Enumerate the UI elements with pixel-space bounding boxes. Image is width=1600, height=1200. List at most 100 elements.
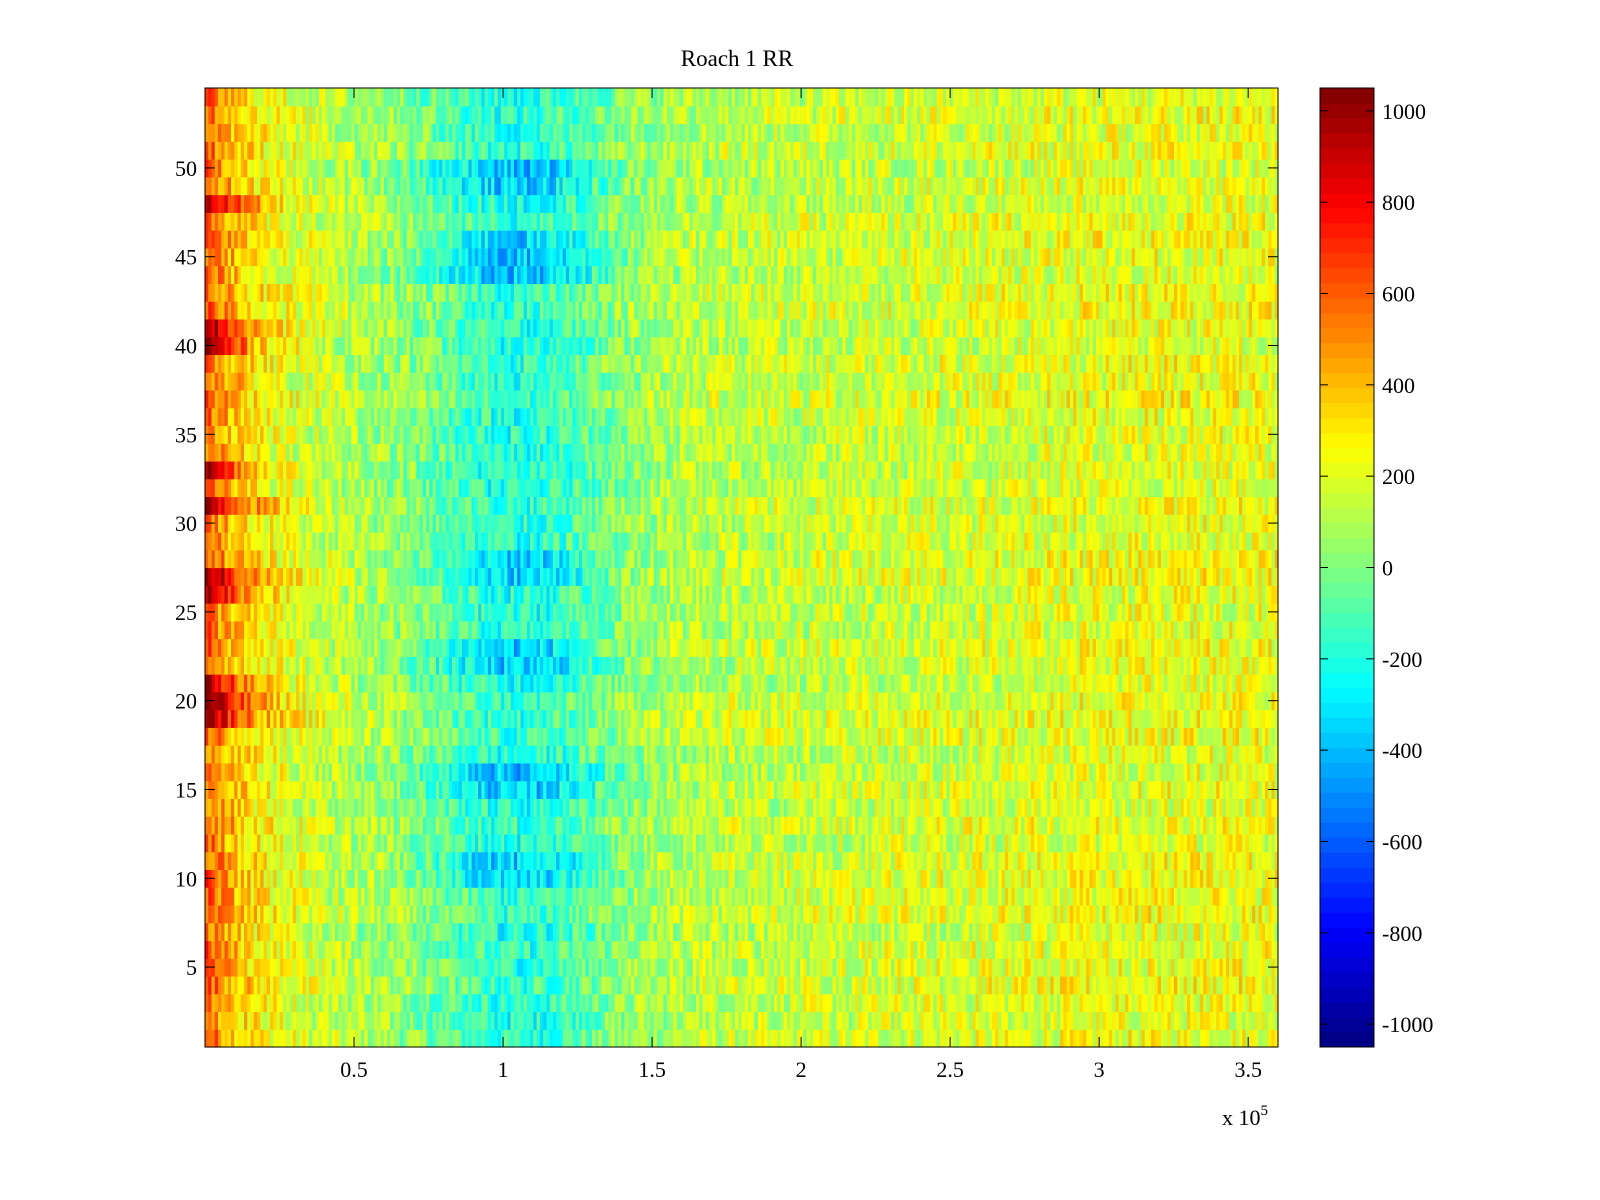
heatmap-cell <box>689 1029 694 1048</box>
heatmap-cell <box>517 975 521 995</box>
heatmap-cell <box>1001 958 1006 977</box>
heatmap-cell <box>432 1011 437 1030</box>
heatmap-cell <box>669 922 674 942</box>
heatmap-cell <box>741 1011 746 1030</box>
heatmap-cell <box>826 922 830 942</box>
heatmap-cell <box>1183 904 1188 924</box>
heatmap-cell <box>1219 922 1224 942</box>
heatmap-cell <box>936 887 941 906</box>
heatmap-cell <box>598 904 603 924</box>
heatmap-cell <box>1037 993 1042 1013</box>
heatmap-cell <box>761 958 765 977</box>
heatmap-cell <box>682 887 687 906</box>
heatmap-cell <box>650 904 655 924</box>
heatmap-cell <box>562 922 567 942</box>
heatmap-cell <box>855 1029 860 1048</box>
heatmap-cell <box>978 958 983 977</box>
heatmap-cell <box>800 904 804 924</box>
heatmap-cell <box>409 922 414 942</box>
heatmap-cell <box>1073 922 1077 942</box>
heatmap-cell <box>1066 887 1071 906</box>
heatmap-cell <box>413 922 417 942</box>
heatmap-cell <box>458 922 463 942</box>
heatmap-cell <box>1099 1029 1104 1048</box>
heatmap-cell <box>422 1011 427 1030</box>
heatmap-cell <box>985 887 990 906</box>
heatmap-cell <box>445 887 450 906</box>
heatmap-cell <box>637 887 642 906</box>
heatmap-cell <box>754 993 759 1013</box>
heatmap-cell <box>852 975 856 995</box>
heatmap-cell <box>695 940 700 959</box>
heatmap-cell <box>1079 922 1084 942</box>
heatmap-cell <box>832 922 837 942</box>
heatmap-cell <box>510 940 515 959</box>
heatmap-cell <box>900 958 905 977</box>
heatmap-cell <box>549 993 554 1013</box>
heatmap-cell <box>393 940 398 959</box>
heatmap-cell <box>806 975 811 995</box>
heatmap-cell <box>871 1011 876 1030</box>
heatmap-cell <box>559 958 564 977</box>
heatmap-cell <box>787 1011 791 1030</box>
heatmap-cell <box>809 940 814 959</box>
heatmap-cell <box>920 887 925 906</box>
heatmap-cell <box>588 887 593 906</box>
heatmap-cell <box>1225 1029 1230 1048</box>
heatmap-cell <box>214 869 219 888</box>
heatmap-cell <box>559 887 564 906</box>
heatmap-cell <box>757 940 762 959</box>
heatmap-cell <box>556 887 561 906</box>
heatmap-cell <box>1177 940 1182 959</box>
heatmap-cell <box>858 993 863 1013</box>
heatmap-cell <box>1089 940 1094 959</box>
heatmap-cell <box>1095 993 1100 1013</box>
heatmap-cell <box>591 958 596 977</box>
heatmap-cell <box>985 1029 990 1048</box>
heatmap-cell <box>845 958 850 977</box>
heatmap-cell <box>920 993 925 1013</box>
heatmap-cell <box>426 1029 430 1048</box>
heatmap-cell <box>614 922 619 942</box>
heatmap-cell <box>640 993 645 1013</box>
heatmap-cell <box>260 922 265 942</box>
heatmap-cell <box>1105 1029 1110 1048</box>
heatmap-cell <box>673 975 678 995</box>
heatmap-cell <box>517 958 521 977</box>
heatmap-cell <box>205 1011 209 1030</box>
heatmap-cell <box>621 993 626 1013</box>
heatmap-cell <box>520 940 525 959</box>
heatmap-cell <box>439 1011 443 1030</box>
heatmap-cell <box>1209 958 1214 977</box>
heatmap-cell <box>601 993 606 1013</box>
heatmap-cell <box>1258 958 1263 977</box>
heatmap-cell <box>767 904 772 924</box>
heatmap-cell <box>643 887 648 906</box>
heatmap-cell <box>494 904 499 924</box>
heatmap-cell <box>575 922 580 942</box>
heatmap-cell <box>1229 940 1234 959</box>
heatmap-cell <box>562 940 567 959</box>
heatmap-cell <box>1017 958 1022 977</box>
heatmap-cell <box>663 993 668 1013</box>
heatmap-cell <box>250 1029 255 1048</box>
heatmap-cell <box>413 887 417 906</box>
heatmap-cell <box>822 922 827 942</box>
heatmap-cell <box>1037 1029 1042 1048</box>
heatmap-cell <box>322 887 326 906</box>
heatmap-cell <box>1063 993 1068 1013</box>
heatmap-cell <box>591 993 596 1013</box>
heatmap-cell <box>211 993 216 1013</box>
heatmap-cell <box>926 904 931 924</box>
heatmap-cell <box>975 922 980 942</box>
heatmap-cell <box>604 958 609 977</box>
heatmap-cell <box>965 904 970 924</box>
heatmap-cell <box>653 958 658 977</box>
heatmap-cell <box>227 993 232 1013</box>
heatmap-cell <box>1086 993 1091 1013</box>
heatmap-cell <box>1092 958 1097 977</box>
heatmap-cell <box>1128 1011 1133 1030</box>
heatmap-cell <box>478 1011 482 1030</box>
heatmap-cell <box>939 958 944 977</box>
heatmap-cell <box>237 975 242 995</box>
